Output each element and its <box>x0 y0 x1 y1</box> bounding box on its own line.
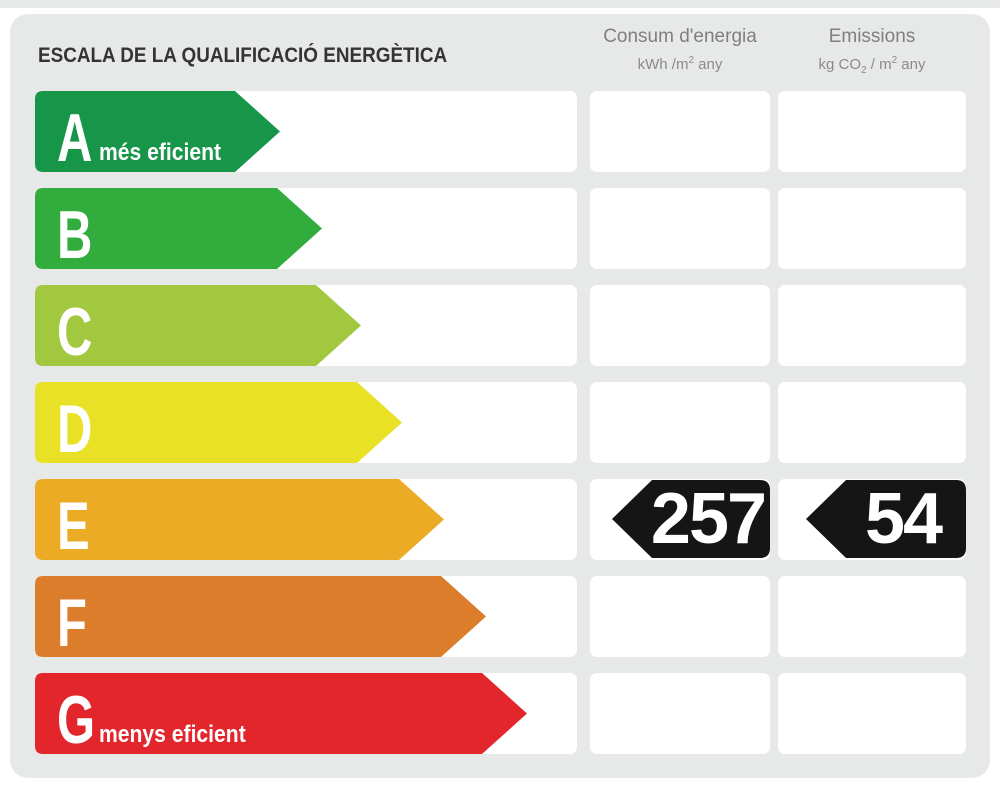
emissions-cell-e: 54 <box>778 479 966 560</box>
rating-label-a: més eficient <box>99 139 222 166</box>
emissions-cell-d <box>778 382 966 463</box>
rating-row-b: B <box>10 188 990 269</box>
emissions-badge-arrow <box>806 480 966 558</box>
rating-row-a: A més eficient <box>10 91 990 172</box>
consum-badge-shape <box>612 480 770 558</box>
rating-arrow-g-shape <box>35 673 527 754</box>
consum-header-unit: kWh /m2 any <box>637 55 723 73</box>
bar-cell-g: G menys eficient <box>35 673 577 754</box>
consum-value-badge: 257 <box>612 479 770 559</box>
rating-arrow-d <box>35 382 402 463</box>
rating-arrow-e-shape <box>35 479 444 560</box>
emissions-cell-f <box>778 576 966 657</box>
rating-row-d: D <box>10 382 990 463</box>
rating-label-g: menys eficient <box>99 721 246 748</box>
rating-letter-f: F <box>57 585 87 661</box>
emissions-value: 54 <box>864 479 943 559</box>
top-edge-strip <box>0 0 1000 8</box>
rating-arrow-d-shape <box>35 382 402 463</box>
consum-badge-arrow <box>612 480 770 558</box>
rating-arrow-a-shape <box>35 91 280 172</box>
bar-cell-b: B <box>35 188 577 269</box>
emissions-header-unit: kg CO2 / m2 any <box>818 55 926 76</box>
rating-letter-a: A <box>57 100 93 176</box>
consum-cell-e: 257 <box>590 479 770 560</box>
emissions-cell-a <box>778 91 966 172</box>
rating-arrow-c-shape <box>35 285 361 366</box>
rating-row-e: E 257 54 <box>10 479 990 560</box>
emissions-header-title: Emissions <box>828 26 916 47</box>
emissions-badge-shape <box>806 480 966 558</box>
consum-cell-g <box>590 673 770 754</box>
rating-row-c: C <box>10 285 990 366</box>
consum-value: 257 <box>650 479 767 559</box>
rating-letter-g: G <box>57 682 96 758</box>
emissions-value-badge: 54 <box>806 479 966 559</box>
emissions-column-header: Emissions kg CO2 / m2 any <box>778 26 966 80</box>
rating-arrow-b-shape <box>35 188 322 269</box>
rating-row-g: G menys eficient <box>10 673 990 754</box>
rating-letter-d: D <box>57 391 93 467</box>
rating-row-f: F <box>10 576 990 657</box>
rating-arrow-g <box>35 673 527 754</box>
emissions-cell-g <box>778 673 966 754</box>
emissions-cell-b <box>778 188 966 269</box>
bar-cell-d: D <box>35 382 577 463</box>
consum-column-header: Consum d'energia kWh /m2 any <box>590 26 770 74</box>
rating-letter-c: C <box>57 294 93 370</box>
bar-cell-a: A més eficient <box>35 91 577 172</box>
energy-label-card: ESCALA DE LA QUALIFICACIÓ ENERGÈTICA Con… <box>10 14 990 778</box>
rating-letter-b: B <box>57 197 93 273</box>
bar-cell-e: E <box>35 479 577 560</box>
bar-cell-f: F <box>35 576 577 657</box>
bar-cell-c: C <box>35 285 577 366</box>
consum-cell-b <box>590 188 770 269</box>
consum-cell-c <box>590 285 770 366</box>
rating-arrow-c <box>35 285 361 366</box>
rating-arrow-f-shape <box>35 576 486 657</box>
emissions-cell-c <box>778 285 966 366</box>
rating-arrow-e <box>35 479 444 560</box>
consum-header-title: Consum d'energia <box>603 26 757 47</box>
rating-arrow-f <box>35 576 486 657</box>
consum-cell-d <box>590 382 770 463</box>
rating-arrow-b <box>35 188 322 269</box>
rating-arrow-a <box>35 91 280 172</box>
consum-cell-f <box>590 576 770 657</box>
page-title: ESCALA DE LA QUALIFICACIÓ ENERGÈTICA <box>38 44 448 67</box>
rating-letter-e: E <box>57 488 90 564</box>
consum-cell-a <box>590 91 770 172</box>
